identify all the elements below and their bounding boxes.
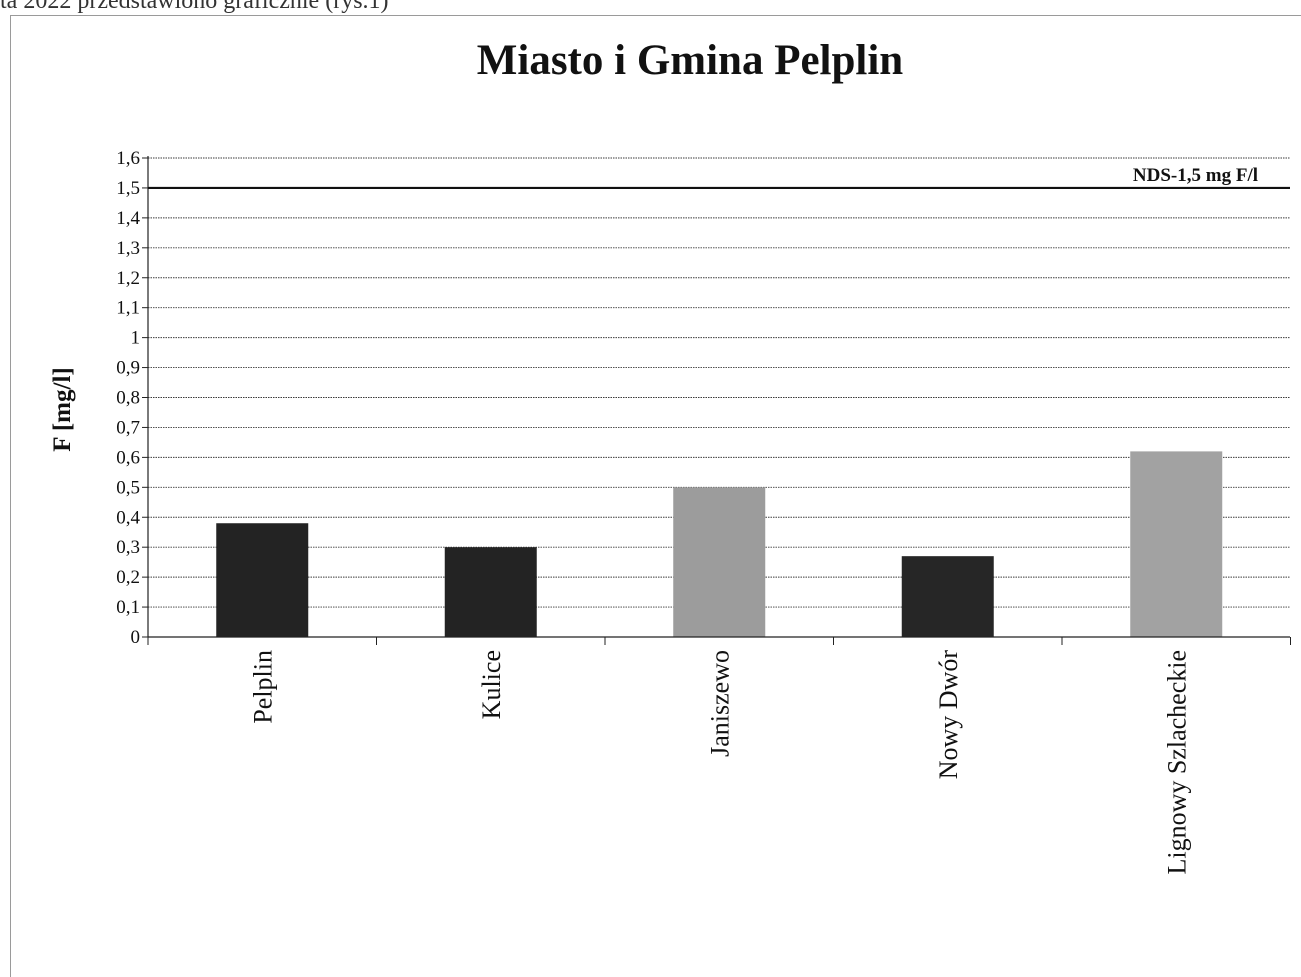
y-tick-label: 0,1: [116, 597, 140, 618]
y-tick-label: 0,9: [116, 358, 140, 379]
y-tick-label: 0,8: [116, 388, 140, 409]
y-tick-label: 1: [131, 328, 141, 349]
y-tick-label: 0,6: [116, 447, 140, 468]
bar: [901, 556, 994, 637]
top-text-snippet: ta 2022 przedstawiono graficznie (rys.1): [0, 0, 389, 14]
y-axis-label: F [mg/l]: [49, 367, 76, 451]
y-tick-label: 1,3: [116, 238, 140, 259]
bar: [1130, 451, 1223, 637]
y-tick-label: 0,7: [116, 417, 140, 438]
y-tick-label: 1,5: [116, 178, 140, 199]
y-tick-label: 1,4: [116, 208, 140, 229]
y-tick-label: 0,5: [116, 477, 140, 498]
x-tick-label: Pelplin: [248, 650, 277, 724]
x-tick-label: Kulice: [477, 650, 506, 719]
y-tick-label: 1,6: [116, 148, 140, 169]
y-tick-label: 1,1: [116, 298, 140, 319]
chart-title: Miasto i Gmina Pelplin: [476, 37, 904, 84]
y-tick-label: 0,4: [116, 507, 140, 528]
x-tick-label: Janiszewo: [705, 650, 734, 757]
bar: [673, 487, 766, 637]
chart-frame: [10, 15, 1301, 977]
axes: [142, 156, 1291, 645]
y-tick-label: 0: [131, 627, 141, 648]
bar: [444, 547, 537, 637]
bars: [216, 451, 1223, 637]
y-tick-label: 0,2: [116, 567, 140, 588]
y-tick-label: 1,2: [116, 268, 140, 289]
x-tick-label: Lignowy Szlacheckie: [1162, 650, 1191, 875]
x-tick-label: Nowy Dwór: [934, 650, 963, 780]
labels: 0 0,1 0,2 0,3 0,4 0,5 0,6 0,7 0,8 0,9 1 1,1 1,2 1,3 1,…: [49, 148, 1258, 875]
bar: [216, 523, 309, 637]
reference-line-label: NDS-1,5 mg F/l: [1133, 165, 1258, 186]
y-tick-label: 0,3: [116, 537, 140, 558]
